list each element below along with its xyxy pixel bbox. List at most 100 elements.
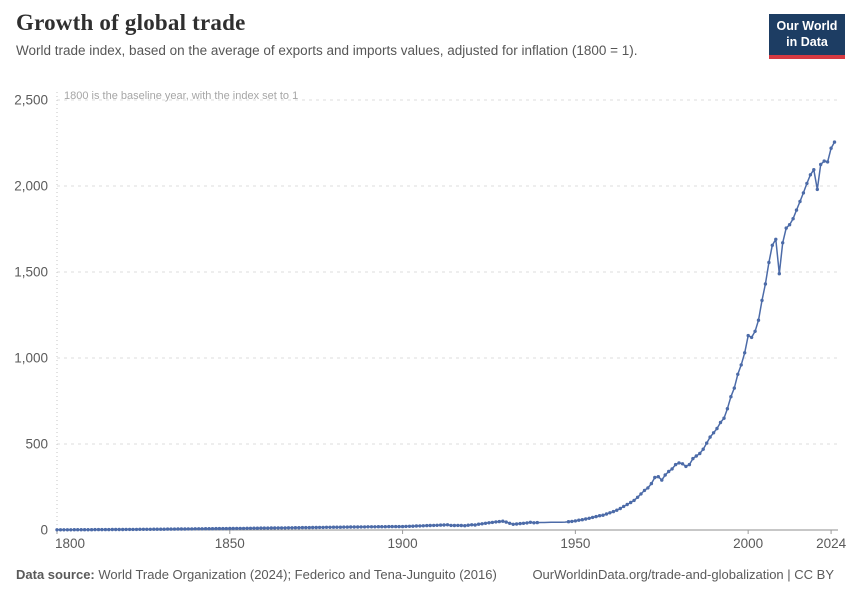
data-point <box>784 226 788 230</box>
data-point <box>411 524 415 528</box>
owid-logo[interactable]: Our World in Data <box>769 14 845 59</box>
data-point <box>787 223 792 227</box>
data-point <box>162 527 166 531</box>
data-point <box>756 318 761 322</box>
data-point <box>646 486 650 490</box>
data-point <box>428 523 432 528</box>
data-point <box>255 526 260 530</box>
data-point <box>594 514 598 519</box>
data-point <box>463 524 467 528</box>
y-tick-label: 1,500 <box>14 265 48 280</box>
data-point <box>366 525 370 529</box>
data-point <box>179 527 184 531</box>
data-point <box>739 363 743 367</box>
data-point <box>815 187 819 192</box>
data-point <box>456 523 460 528</box>
data-point <box>62 528 66 532</box>
data-point <box>352 525 356 529</box>
data-point <box>124 527 128 532</box>
data-point <box>400 524 405 529</box>
data-point <box>832 140 837 144</box>
data-point <box>635 495 640 499</box>
data-point <box>307 525 311 530</box>
data-point <box>435 523 439 527</box>
data-point <box>304 525 308 530</box>
data-point <box>656 475 660 479</box>
data-point <box>532 521 536 525</box>
x-tick-label: 1800 <box>55 536 85 551</box>
data-point <box>338 525 343 529</box>
data-point <box>442 523 446 527</box>
data-point <box>577 518 581 522</box>
data-point <box>487 521 491 525</box>
data-point <box>584 517 588 521</box>
data-point <box>155 527 159 531</box>
data-point <box>152 527 156 531</box>
data-point <box>438 523 443 527</box>
data-point <box>321 525 325 530</box>
data-point <box>667 469 671 474</box>
data-point <box>691 456 695 461</box>
data-point <box>407 524 412 528</box>
data-point <box>207 527 211 531</box>
data-point <box>390 524 394 529</box>
data-point <box>362 525 367 529</box>
data-point <box>770 243 774 247</box>
data-point <box>743 351 747 355</box>
data-point <box>805 181 809 186</box>
data-point <box>93 527 97 532</box>
data-point <box>193 527 197 531</box>
data-point <box>414 524 419 528</box>
data-point <box>421 524 425 528</box>
data-point <box>248 526 253 530</box>
data-point <box>331 525 336 529</box>
data-point <box>121 527 125 532</box>
data-point <box>235 526 239 531</box>
data-point <box>107 527 111 532</box>
data-point <box>138 527 142 531</box>
data-point <box>673 462 678 467</box>
trade-index-line[interactable] <box>56 141 836 531</box>
data-point <box>480 522 484 526</box>
data-point <box>687 462 692 467</box>
data-point <box>117 527 121 532</box>
data-point <box>373 525 377 529</box>
data-point <box>276 526 280 530</box>
data-point <box>228 526 232 531</box>
data-point <box>629 500 633 505</box>
owid-credit-link[interactable]: OurWorldinData.org/trade-and-globalizati… <box>532 567 834 582</box>
data-point <box>269 526 273 530</box>
data-point <box>508 521 512 525</box>
data-point <box>794 208 799 212</box>
data-point <box>134 527 139 532</box>
data-point <box>203 527 208 531</box>
data-point <box>729 395 733 399</box>
data-point <box>190 527 194 531</box>
data-point <box>497 519 501 524</box>
data-point <box>663 473 667 477</box>
data-point <box>670 467 674 471</box>
chart-footer: Data source: World Trade Organization (2… <box>16 567 834 582</box>
data-point <box>822 159 826 163</box>
data-point <box>210 527 215 531</box>
data-point <box>311 525 315 530</box>
data-point <box>801 191 806 195</box>
data-point <box>698 451 702 456</box>
data-source-text: Data source: World Trade Organization (2… <box>16 567 497 582</box>
data-point <box>131 527 135 532</box>
data-point <box>314 525 318 530</box>
data-point <box>127 527 132 532</box>
data-point <box>736 372 740 376</box>
data-point <box>521 521 526 525</box>
data-point <box>660 478 664 482</box>
data-point <box>290 526 294 530</box>
data-point <box>418 524 422 528</box>
data-point <box>587 516 591 520</box>
data-point <box>632 498 636 503</box>
data-point <box>597 514 602 518</box>
data-point <box>459 523 463 528</box>
baseline-annotation-text: 1800 is the baseline year, with the inde… <box>64 90 298 102</box>
data-point <box>518 521 522 526</box>
data-point <box>642 488 647 493</box>
